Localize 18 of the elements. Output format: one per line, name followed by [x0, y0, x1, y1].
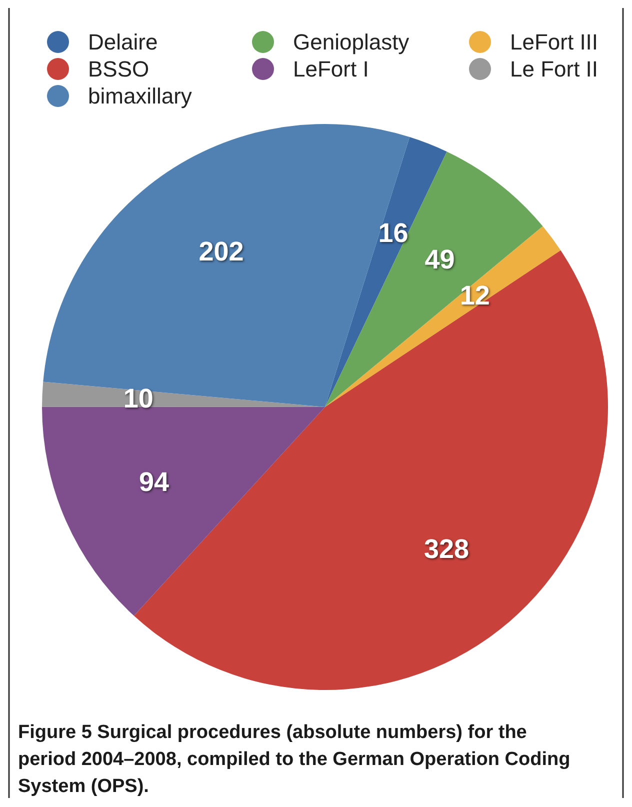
data-label: 10 — [123, 384, 154, 414]
pie-slice — [43, 124, 410, 407]
legend-label: LeFort III — [510, 30, 598, 54]
legend-label: BSSO — [88, 56, 150, 82]
legend-label: Delaire — [88, 30, 158, 54]
data-label: 202 — [198, 236, 244, 267]
pie-slice — [325, 152, 543, 407]
data-label: 12 — [460, 280, 490, 311]
legend-label: Genioplasty — [293, 30, 410, 54]
data-label: 94 — [139, 467, 170, 498]
data-label: 16 — [378, 218, 408, 248]
caption: Figure 5 Surgical procedures (absolute numbers) for the period 2004–2008, compiled to the German Operation Coding System (OPS). — [18, 722, 570, 797]
legend-label: LeFort I — [293, 56, 369, 82]
pie-slice — [42, 406, 325, 616]
data-label: 328 — [424, 534, 470, 564]
legend-label: Le Fort II — [510, 56, 598, 82]
data-label: 49 — [424, 244, 455, 275]
legend-label: bimaxillary — [88, 84, 192, 108]
